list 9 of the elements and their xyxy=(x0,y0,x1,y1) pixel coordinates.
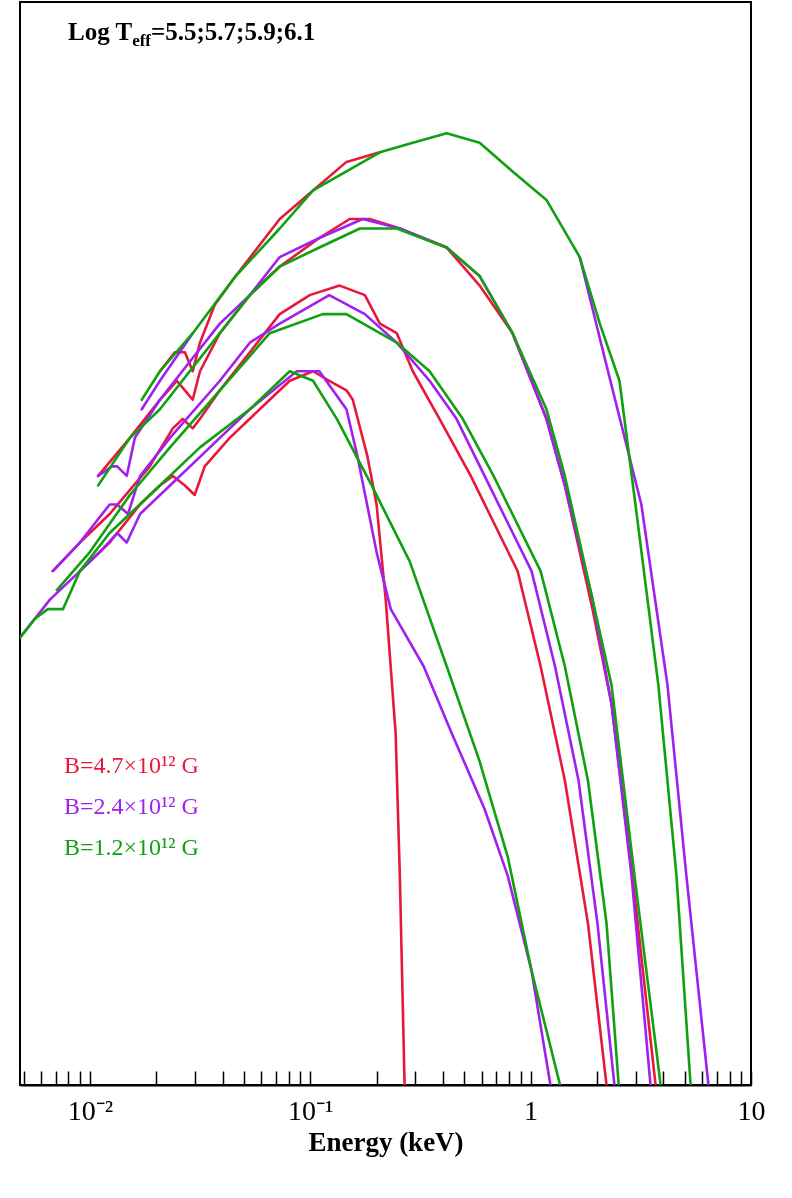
chart-title: Log T$_{eff}$=5.5;5.7;5.9;6.1 xyxy=(68,18,316,51)
x-tick-label: 10⁻¹ xyxy=(288,1094,334,1126)
x-tick-label: 10⁻² xyxy=(67,1094,114,1126)
text: B=2.4×10¹² G xyxy=(64,793,199,819)
text: B=1.2×10¹² G xyxy=(64,834,199,860)
text: B=4.7×10¹² G xyxy=(64,752,199,778)
x-tick-label: 1 xyxy=(524,1094,539,1126)
x-tick-label: 10 xyxy=(737,1094,766,1126)
x-axis-title: Energy (keV) xyxy=(308,1126,464,1157)
